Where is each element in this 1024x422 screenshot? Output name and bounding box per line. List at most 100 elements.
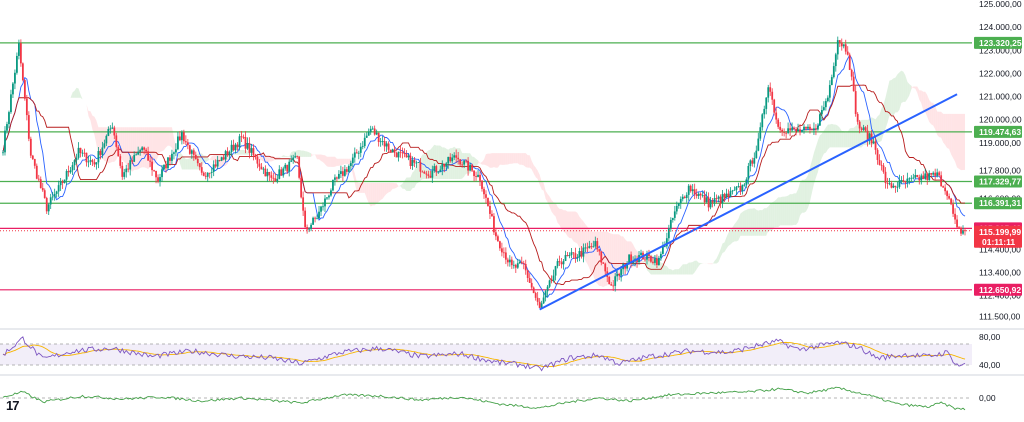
cloud-segment [899,70,902,110]
level-tag-bg [974,175,1022,188]
candle-body [131,160,134,162]
candle-body [186,142,189,146]
level-tags: 123.320,25 119.474,63 117.329,77 116.391,31… [974,36,1022,296]
candle-body [815,128,817,130]
cloud-segment [726,232,729,249]
candle-body [570,252,573,256]
candle-body [427,174,430,176]
price-tick-label: 120.000,00 [979,115,1022,125]
candle-body [558,261,561,263]
cloud-segment [893,77,896,116]
candle-body [198,163,201,168]
candle-body [216,159,219,167]
cloud-segment [376,182,379,204]
price-tick-label: 124.000,00 [979,22,1022,32]
candle-body [246,143,249,149]
candle-body [133,155,136,162]
cloud-segment [949,113,952,155]
cloud-segment [110,127,113,163]
candle-body [663,246,666,248]
candle-body [956,219,958,228]
cloud-segment [744,209,747,236]
candle-body [334,177,336,180]
candle-body [568,255,571,257]
candle-body [773,99,776,113]
cloud-segment [531,160,534,174]
candle-body [226,151,229,156]
candle-body [389,149,392,153]
candle-body [391,149,394,153]
candle-body [803,126,805,131]
candle-body [320,206,322,212]
candle-body [143,147,146,150]
current-price-label: 115.199,99 [979,227,1021,237]
cloud-segment [668,268,671,275]
cloud-segment [326,156,329,167]
candle-body [731,190,734,192]
cloud-segment [307,151,310,157]
cloud-segment [885,88,888,129]
candle-body [958,227,960,229]
candle-body [566,255,569,257]
cloud-segment [112,127,115,162]
cloud-segment [746,208,749,236]
cloud-segment [382,182,385,199]
candle-body [618,273,621,276]
candle-body [141,147,144,151]
candle-body [534,293,537,298]
level-tag-bg [974,197,1022,210]
cloud-segment [897,72,900,113]
candle-body [809,126,811,130]
candle-body [727,193,730,197]
cloud-segment [336,158,339,166]
cloud-segment [412,170,415,189]
candle-body [807,126,809,129]
candle-body [838,40,841,43]
candle-body [27,115,30,139]
cloud-segment [140,127,143,169]
candle-body [210,172,213,173]
candle-body [596,241,599,250]
candle-body [89,160,92,162]
cloud-segment [790,194,793,226]
level-tag: 116.391,31 [979,198,1021,208]
cloud-segment [919,90,922,104]
cloud-segment [694,260,697,273]
candle-body [894,185,897,187]
candle-body [747,165,750,180]
cloud-segment [332,156,335,168]
candle-body [602,262,605,264]
candle-body [896,186,899,188]
candle-body [91,160,94,163]
candle-body [584,247,587,249]
tradingview-logo[interactable]: 17 [6,398,20,413]
cloud-segment [957,113,960,169]
candle-body [580,251,583,257]
cloud-segment [86,104,89,116]
candle-body [393,149,396,153]
candle-body [182,132,185,142]
candle-body [729,191,732,197]
candle-body [689,185,692,192]
candle-body [751,160,754,164]
cloud-segment [706,263,709,265]
cloud-segment [474,157,477,168]
cloud-segment [712,260,715,265]
candle-body [105,135,108,144]
candle-body [946,191,949,197]
candle-body [797,129,799,132]
cloud-segment [493,153,496,168]
cloud-segment [378,182,381,202]
candle-body [763,108,766,115]
candle-body [459,159,462,165]
candle-body [648,253,650,257]
cloud-segment [484,154,486,166]
candle-body [938,172,941,176]
candle-body [538,301,541,308]
cloud-segment [398,185,401,187]
cloud-segment [422,154,425,180]
cloud-segment [96,120,99,156]
cloud-segment [295,150,298,157]
